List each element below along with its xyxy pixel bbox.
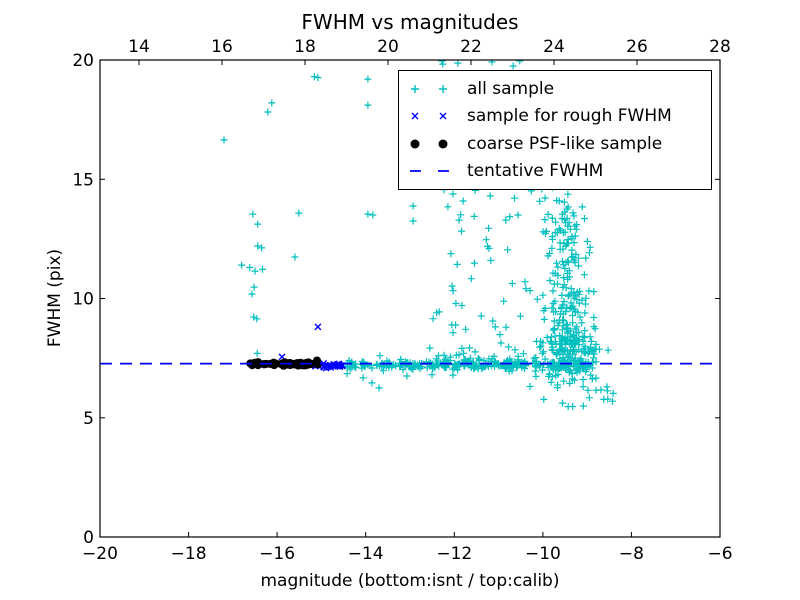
x-bottom-tick-label: −8 xyxy=(619,544,644,564)
x-marker-icon xyxy=(411,112,447,120)
x-top-tick-label: 28 xyxy=(709,37,731,57)
x-axis-label: magnitude (bottom:isnt / top:calib) xyxy=(261,571,560,591)
y-axis-label: FWHM (pix) xyxy=(45,249,65,347)
x-top-tick-label: 20 xyxy=(377,37,399,57)
x-top-tick-label: 14 xyxy=(128,37,150,57)
legend-item-rough-fwhm: sample for rough FWHM xyxy=(407,103,703,130)
y-tick-label: 15 xyxy=(72,170,94,190)
y-tick-label: 20 xyxy=(72,51,94,71)
legend-label: sample for rough FWHM xyxy=(467,106,672,127)
legend-item-coarse-psf: coarse PSF-like sample xyxy=(407,130,703,157)
y-tick-label: 10 xyxy=(72,290,94,310)
axis-ticks: −20 −18 −16 −14 −12 −10 −8 −6 14 16 18 20 22 24 26 28 0 5… xyxy=(72,37,732,564)
x-bottom-tick-label: −20 xyxy=(82,544,118,564)
x-bottom-tick-label: −16 xyxy=(259,544,295,564)
plus-marker-icon xyxy=(411,84,447,93)
legend-label: tentative FWHM xyxy=(467,161,604,182)
y-tick-label: 5 xyxy=(83,409,94,429)
x-top-tick-label: 22 xyxy=(460,37,482,57)
x-bottom-tick-label: −18 xyxy=(171,544,207,564)
x-top-tick-label: 18 xyxy=(294,37,316,57)
legend-label: coarse PSF-like sample xyxy=(467,133,663,154)
legend-label: all sample xyxy=(467,78,555,99)
x-top-tick-label: 24 xyxy=(543,37,565,57)
x-bottom-tick-label: −14 xyxy=(348,544,384,564)
x-bottom-tick-label: −10 xyxy=(525,544,561,564)
dot-marker-icon xyxy=(410,139,448,149)
x-bottom-tick-label: −6 xyxy=(707,544,732,564)
x-bottom-tick-label: −12 xyxy=(436,544,472,564)
x-top-tick-label: 16 xyxy=(211,37,233,57)
plot-border xyxy=(99,59,721,538)
dashed-line-icon xyxy=(410,170,449,173)
legend-item-all-sample: all sample xyxy=(407,75,703,102)
legend: all sample sample for rough FWHM coarse … xyxy=(398,70,712,190)
y-tick-label: 0 xyxy=(83,528,94,548)
x-top-tick-label: 26 xyxy=(626,37,648,57)
chart-title: FWHM vs magnitudes xyxy=(301,10,518,34)
legend-item-tentative-fwhm: tentative FWHM xyxy=(407,158,703,185)
